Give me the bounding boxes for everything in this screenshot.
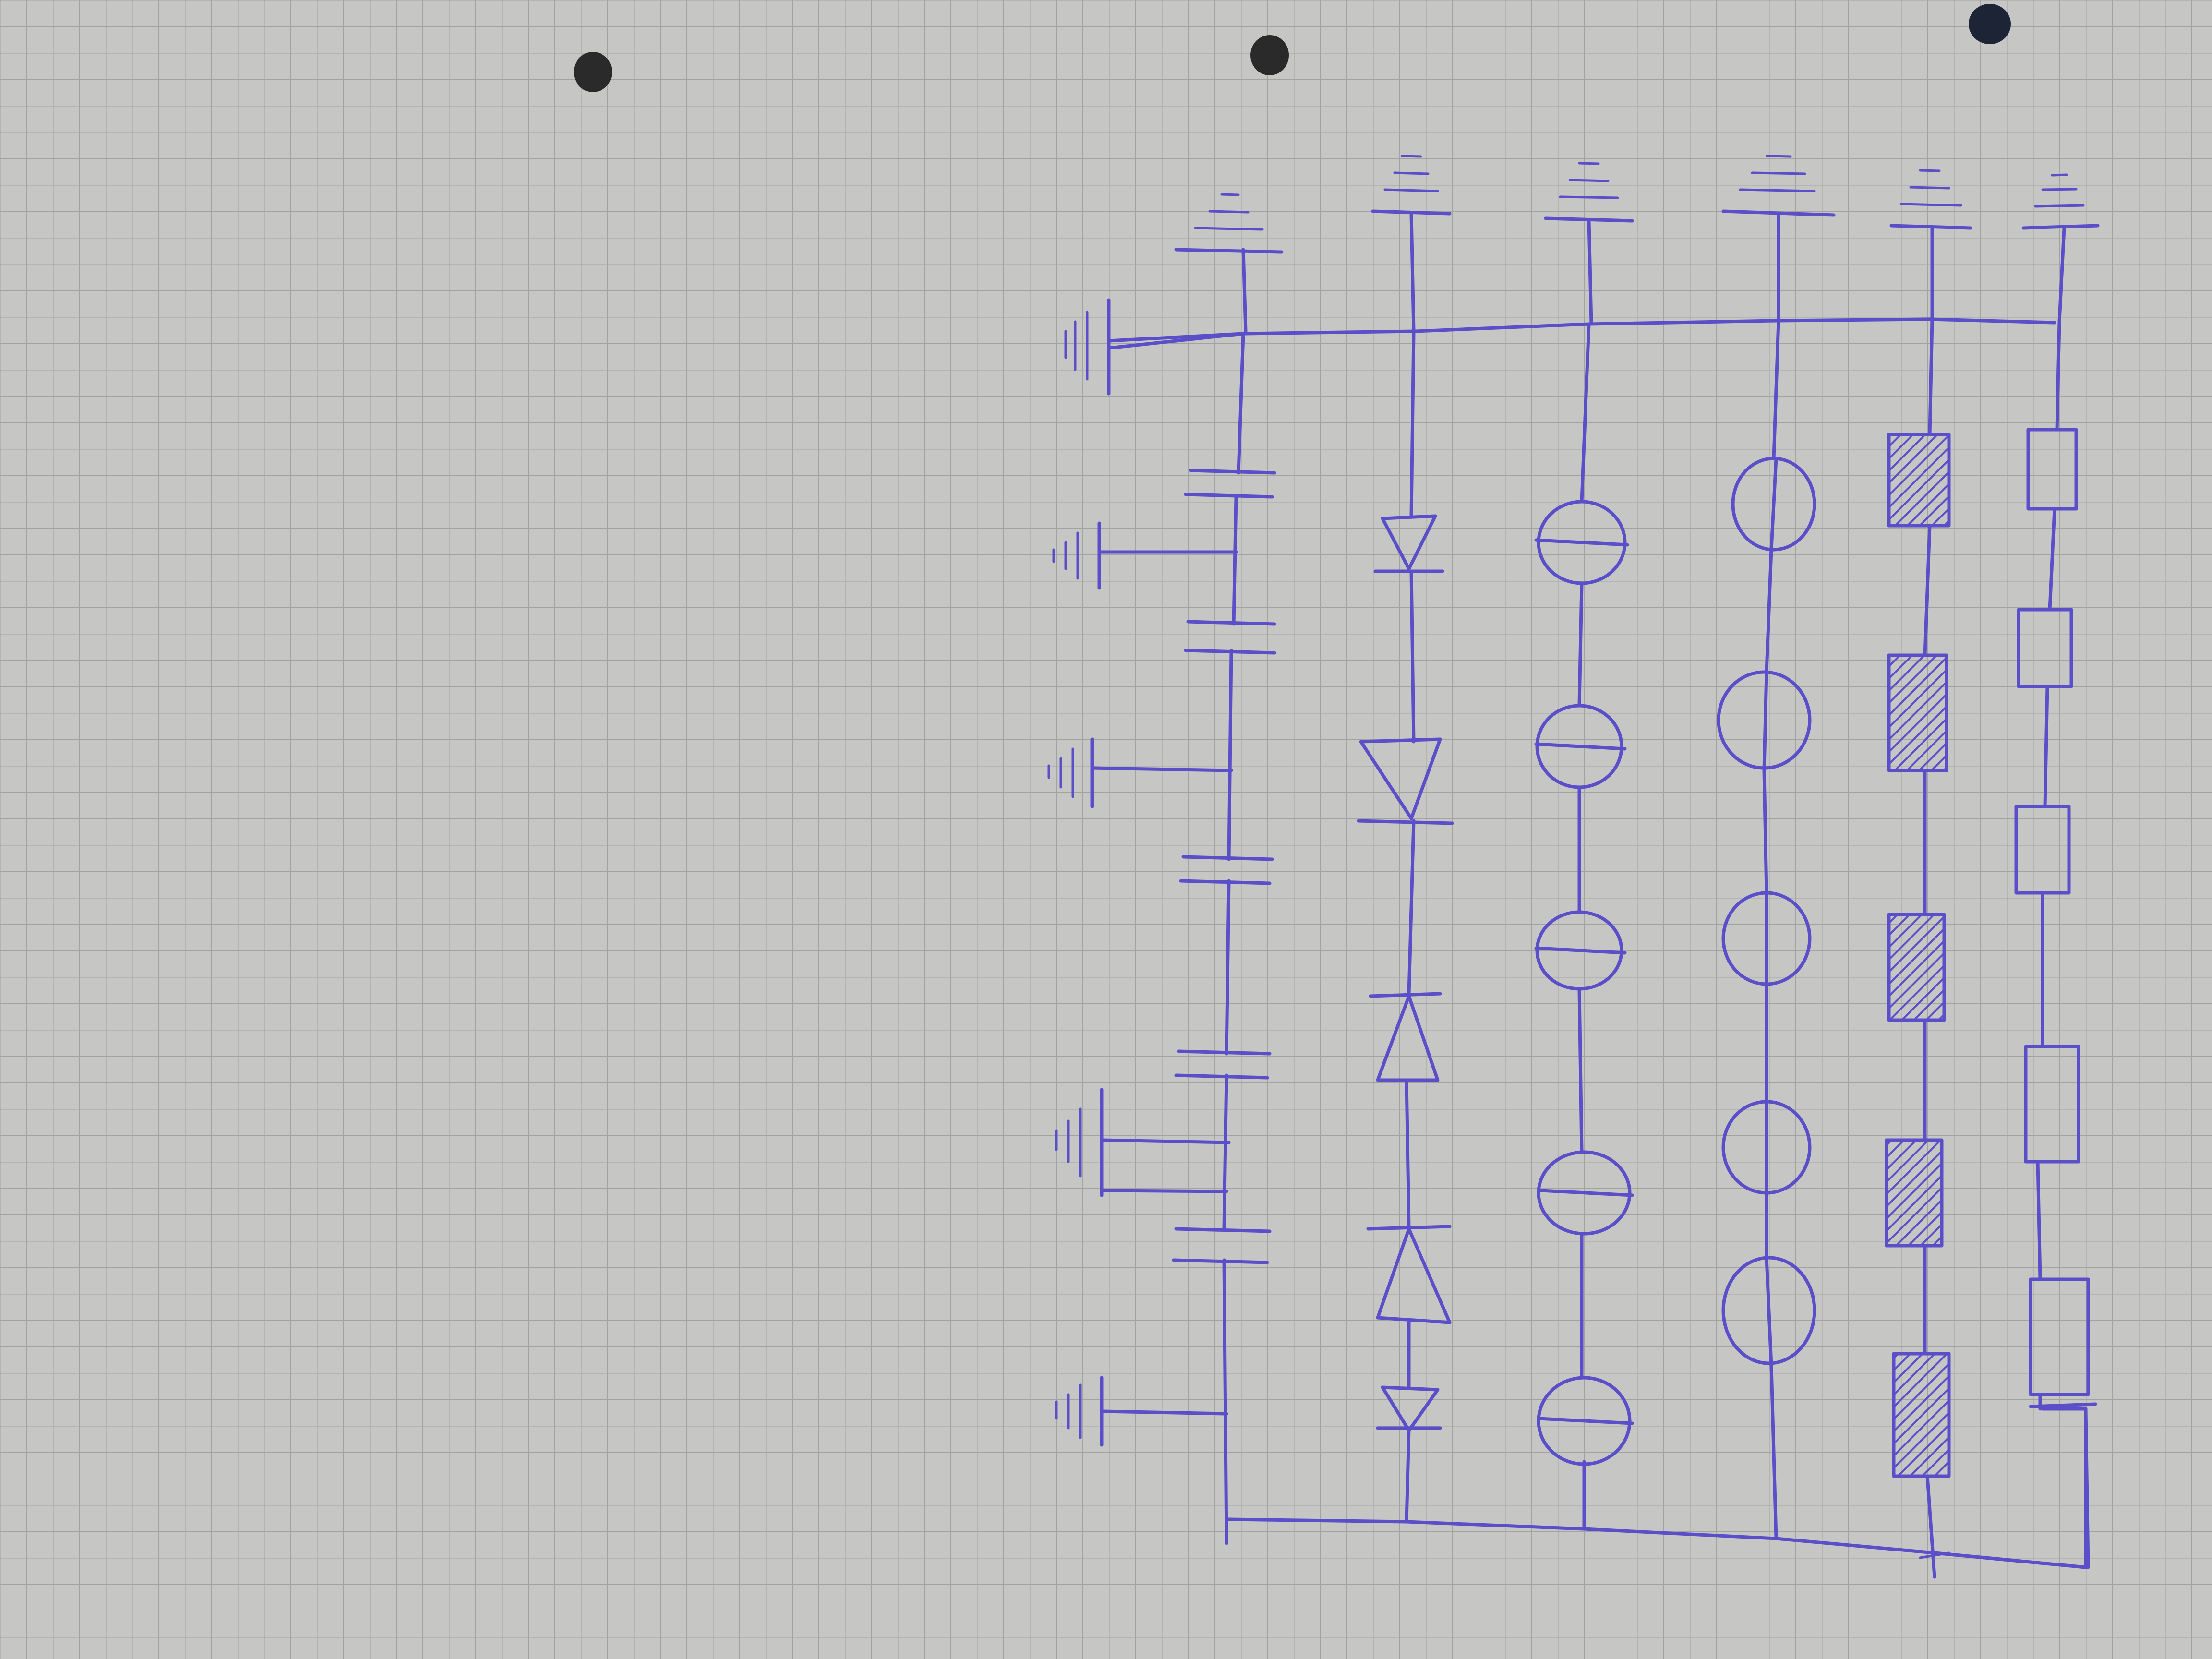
capacitor-icon <box>1179 855 1274 885</box>
punch-hole <box>1250 35 1289 75</box>
diode-icon <box>1376 1385 1442 1432</box>
diode-icon <box>1366 1225 1452 1324</box>
circle-icon <box>1721 891 1812 986</box>
circle-icon <box>1731 457 1816 552</box>
punch-hole <box>1969 4 2011 44</box>
circle-with-bar-icon <box>1534 704 1627 789</box>
circle-icon <box>1721 1100 1812 1195</box>
ground-icon <box>1052 521 1238 590</box>
ground-icon <box>1055 1376 1228 1447</box>
ground-icon <box>1055 1088 1231 1197</box>
hatched-resistor-icon <box>1887 433 1951 528</box>
ground-icon <box>1889 169 1972 321</box>
circle-icon <box>1717 670 1812 772</box>
diode-icon <box>1369 992 1442 1082</box>
ground-icon <box>1102 1189 1228 1193</box>
resistor-icon <box>2026 428 2078 511</box>
resistor-icon <box>2024 1045 2080 1164</box>
resistor-icon <box>2029 1277 2090 1396</box>
capacitor-icon <box>1184 469 1276 499</box>
capacitor-icon <box>1174 1049 1272 1080</box>
resistor-string-column <box>1933 321 2097 1569</box>
hatched-resistor-icon <box>1885 1138 1944 1248</box>
left-ground-lead <box>1107 332 1245 350</box>
punch-holes <box>574 4 2011 92</box>
circle-string-column <box>1717 319 1816 1540</box>
ground-symbols-top <box>1174 155 2100 333</box>
capacitor-icon <box>1172 1227 1272 1264</box>
circle-with-bar-icon <box>1534 910 1627 991</box>
circle-icon <box>1721 1256 1816 1368</box>
lamp-string-column <box>1534 322 1634 1531</box>
ground-icon <box>1721 155 1836 323</box>
circle-with-bar-icon <box>1537 1376 1634 1466</box>
hatched-resistor-icon <box>1887 913 1946 1022</box>
ground-icon <box>1047 737 1233 808</box>
ground-icon <box>1174 193 1284 333</box>
circle-with-bar-icon <box>1537 1150 1634 1236</box>
diode-icon <box>1373 514 1444 573</box>
hatched-resistor-icon <box>1887 653 1948 772</box>
resistor-icon <box>2017 608 2073 688</box>
capacitor-icon <box>1184 620 1276 655</box>
ground-icon <box>1371 155 1452 333</box>
resistor-icon <box>2014 805 2071 895</box>
ground-icon <box>2021 173 2100 324</box>
capacitor-ladder-column <box>1047 332 1276 1545</box>
ground-icon <box>1544 162 1634 326</box>
hatched-resistor-icon <box>1892 1352 1951 1478</box>
punch-hole <box>574 52 612 92</box>
hatched-resistor-column <box>1885 317 1951 1579</box>
diode-string-column <box>1357 329 1454 1524</box>
diode-icon <box>1357 737 1454 825</box>
circle-with-bar-icon <box>1534 500 1629 585</box>
resistor-icon <box>2029 1402 2097 1569</box>
ground-icon <box>1064 298 1111 396</box>
